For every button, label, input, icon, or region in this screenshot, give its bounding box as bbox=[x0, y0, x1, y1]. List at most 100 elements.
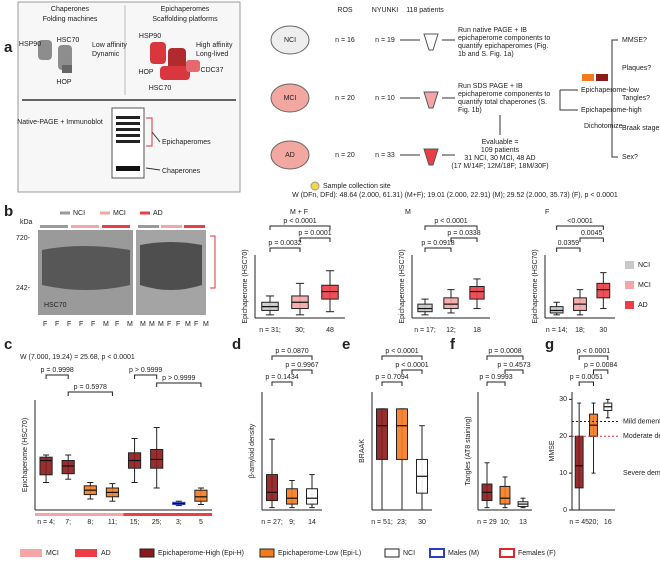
bracket bbox=[593, 369, 609, 374]
protein: HSC70 bbox=[44, 302, 67, 309]
x-tick-label: 30 bbox=[599, 327, 607, 334]
lane-label: F bbox=[67, 321, 71, 328]
protein-label: HSC70 bbox=[149, 85, 172, 92]
p-label: p > 0.9999 bbox=[162, 375, 195, 382]
box bbox=[266, 474, 278, 502]
lane-label: F bbox=[91, 321, 95, 328]
count: n = 10 bbox=[375, 95, 395, 102]
panel-label: a bbox=[4, 39, 13, 56]
p-label: <0.0001 bbox=[567, 218, 593, 225]
x-tick-label: 25; bbox=[152, 519, 162, 526]
count: n = 16 bbox=[335, 37, 355, 44]
bracket bbox=[504, 369, 524, 374]
legend-label: NCI bbox=[73, 210, 85, 217]
evaluable: 31 NCI, 30 MCI, 48 AD bbox=[464, 155, 535, 162]
annotation: Severe dementia bbox=[623, 470, 660, 477]
x-tick-label: n = 31; bbox=[259, 327, 281, 334]
y-axis-label: Epichaperome (HSC70) bbox=[399, 249, 406, 323]
marker: 242- bbox=[16, 285, 31, 292]
bracket bbox=[556, 225, 604, 230]
stat: W (DFn, DFd): 48.64 (2.000, 61.31) (M+F)… bbox=[292, 192, 618, 199]
site-icon bbox=[310, 181, 320, 191]
protein-label: HSC70 bbox=[57, 37, 80, 44]
group: MCI bbox=[284, 95, 297, 102]
lane-label: M bbox=[149, 321, 155, 328]
box bbox=[61, 460, 75, 475]
x-tick-label: 10; bbox=[500, 519, 510, 526]
x-tick-label: n = 45 bbox=[569, 519, 589, 526]
trait: Dynamic bbox=[92, 51, 120, 58]
x-tick-label: 23; bbox=[397, 519, 407, 526]
x-tick-label: 18; bbox=[575, 327, 585, 334]
legend-label: AD bbox=[638, 302, 648, 309]
lane-label: M bbox=[158, 321, 164, 328]
x-tick-label: 5 bbox=[199, 519, 203, 526]
box bbox=[396, 408, 408, 460]
y-tick-label: 0 bbox=[563, 507, 567, 514]
x-tick-label: n = 51; bbox=[371, 519, 393, 526]
legend-swatch bbox=[384, 548, 400, 558]
question: Braak stage? bbox=[622, 125, 660, 132]
bracket bbox=[381, 355, 423, 360]
legend-swatch bbox=[139, 548, 155, 558]
bracket bbox=[269, 247, 301, 252]
x-tick-label: n = 14; bbox=[546, 327, 568, 334]
lane-label: M bbox=[203, 321, 209, 328]
y-axis-label: Epichaperome (HSC70) bbox=[22, 418, 29, 492]
bracket bbox=[424, 225, 478, 230]
bracket bbox=[156, 382, 202, 387]
lane-label: F bbox=[55, 321, 59, 328]
box bbox=[194, 489, 208, 502]
lane-group bbox=[161, 225, 182, 228]
bracket bbox=[578, 381, 594, 386]
legend-swatch bbox=[259, 548, 275, 558]
chaperone-shapes bbox=[38, 40, 72, 73]
x-tick-label: 9; bbox=[289, 519, 295, 526]
x-tick-label: n = 27; bbox=[261, 519, 283, 526]
x-tick-label: n = 17; bbox=[414, 327, 436, 334]
x-tick-label: 11; bbox=[108, 519, 117, 526]
panel-label: g bbox=[545, 336, 554, 353]
subheading: Scaffolding platforms bbox=[152, 16, 218, 23]
box bbox=[596, 282, 611, 299]
bracket bbox=[401, 369, 423, 374]
band-label: Epichaperomes bbox=[162, 139, 211, 146]
p-label: p = 0.0870 bbox=[275, 348, 308, 355]
blot bbox=[38, 230, 216, 315]
box bbox=[321, 284, 339, 300]
lane-label: F bbox=[167, 321, 171, 328]
box bbox=[417, 303, 433, 313]
heading: Epichaperomes bbox=[161, 6, 210, 13]
lane-label: F bbox=[79, 321, 83, 328]
y-axis-label: BRAAK bbox=[359, 439, 366, 463]
lane-group bbox=[71, 225, 99, 228]
x-tick-label: 8; bbox=[87, 519, 93, 526]
x-tick-label: 16 bbox=[604, 519, 612, 526]
x-tick-label: 20; bbox=[589, 519, 599, 526]
bracket bbox=[269, 225, 331, 230]
protein-label: HOP bbox=[56, 79, 72, 86]
box bbox=[306, 488, 318, 505]
box bbox=[39, 456, 53, 476]
protein-label: HSP90 bbox=[19, 41, 41, 48]
lane-label: F bbox=[176, 321, 180, 328]
outcome: Epichaperome-high bbox=[581, 107, 642, 114]
step: 1b and S. Fig. 1a) bbox=[458, 51, 514, 58]
question: Tangles? bbox=[622, 95, 650, 102]
group: NCI bbox=[284, 37, 296, 44]
evaluable: 109 patients bbox=[481, 147, 520, 154]
legend-label: NCI bbox=[638, 262, 650, 269]
box bbox=[499, 485, 511, 505]
legend-label: AD bbox=[101, 550, 111, 557]
bracket bbox=[578, 355, 609, 360]
legend-swatch bbox=[75, 549, 97, 557]
legend-label: Females (F) bbox=[518, 550, 556, 557]
group: AD bbox=[285, 152, 295, 159]
bracket bbox=[271, 381, 293, 386]
legend-label: MCI bbox=[46, 550, 59, 557]
band-label: Chaperones bbox=[162, 168, 201, 175]
count: n = 20 bbox=[335, 152, 355, 159]
annotation: Mild dementia bbox=[623, 418, 660, 425]
legend-label: NCI bbox=[403, 550, 415, 557]
